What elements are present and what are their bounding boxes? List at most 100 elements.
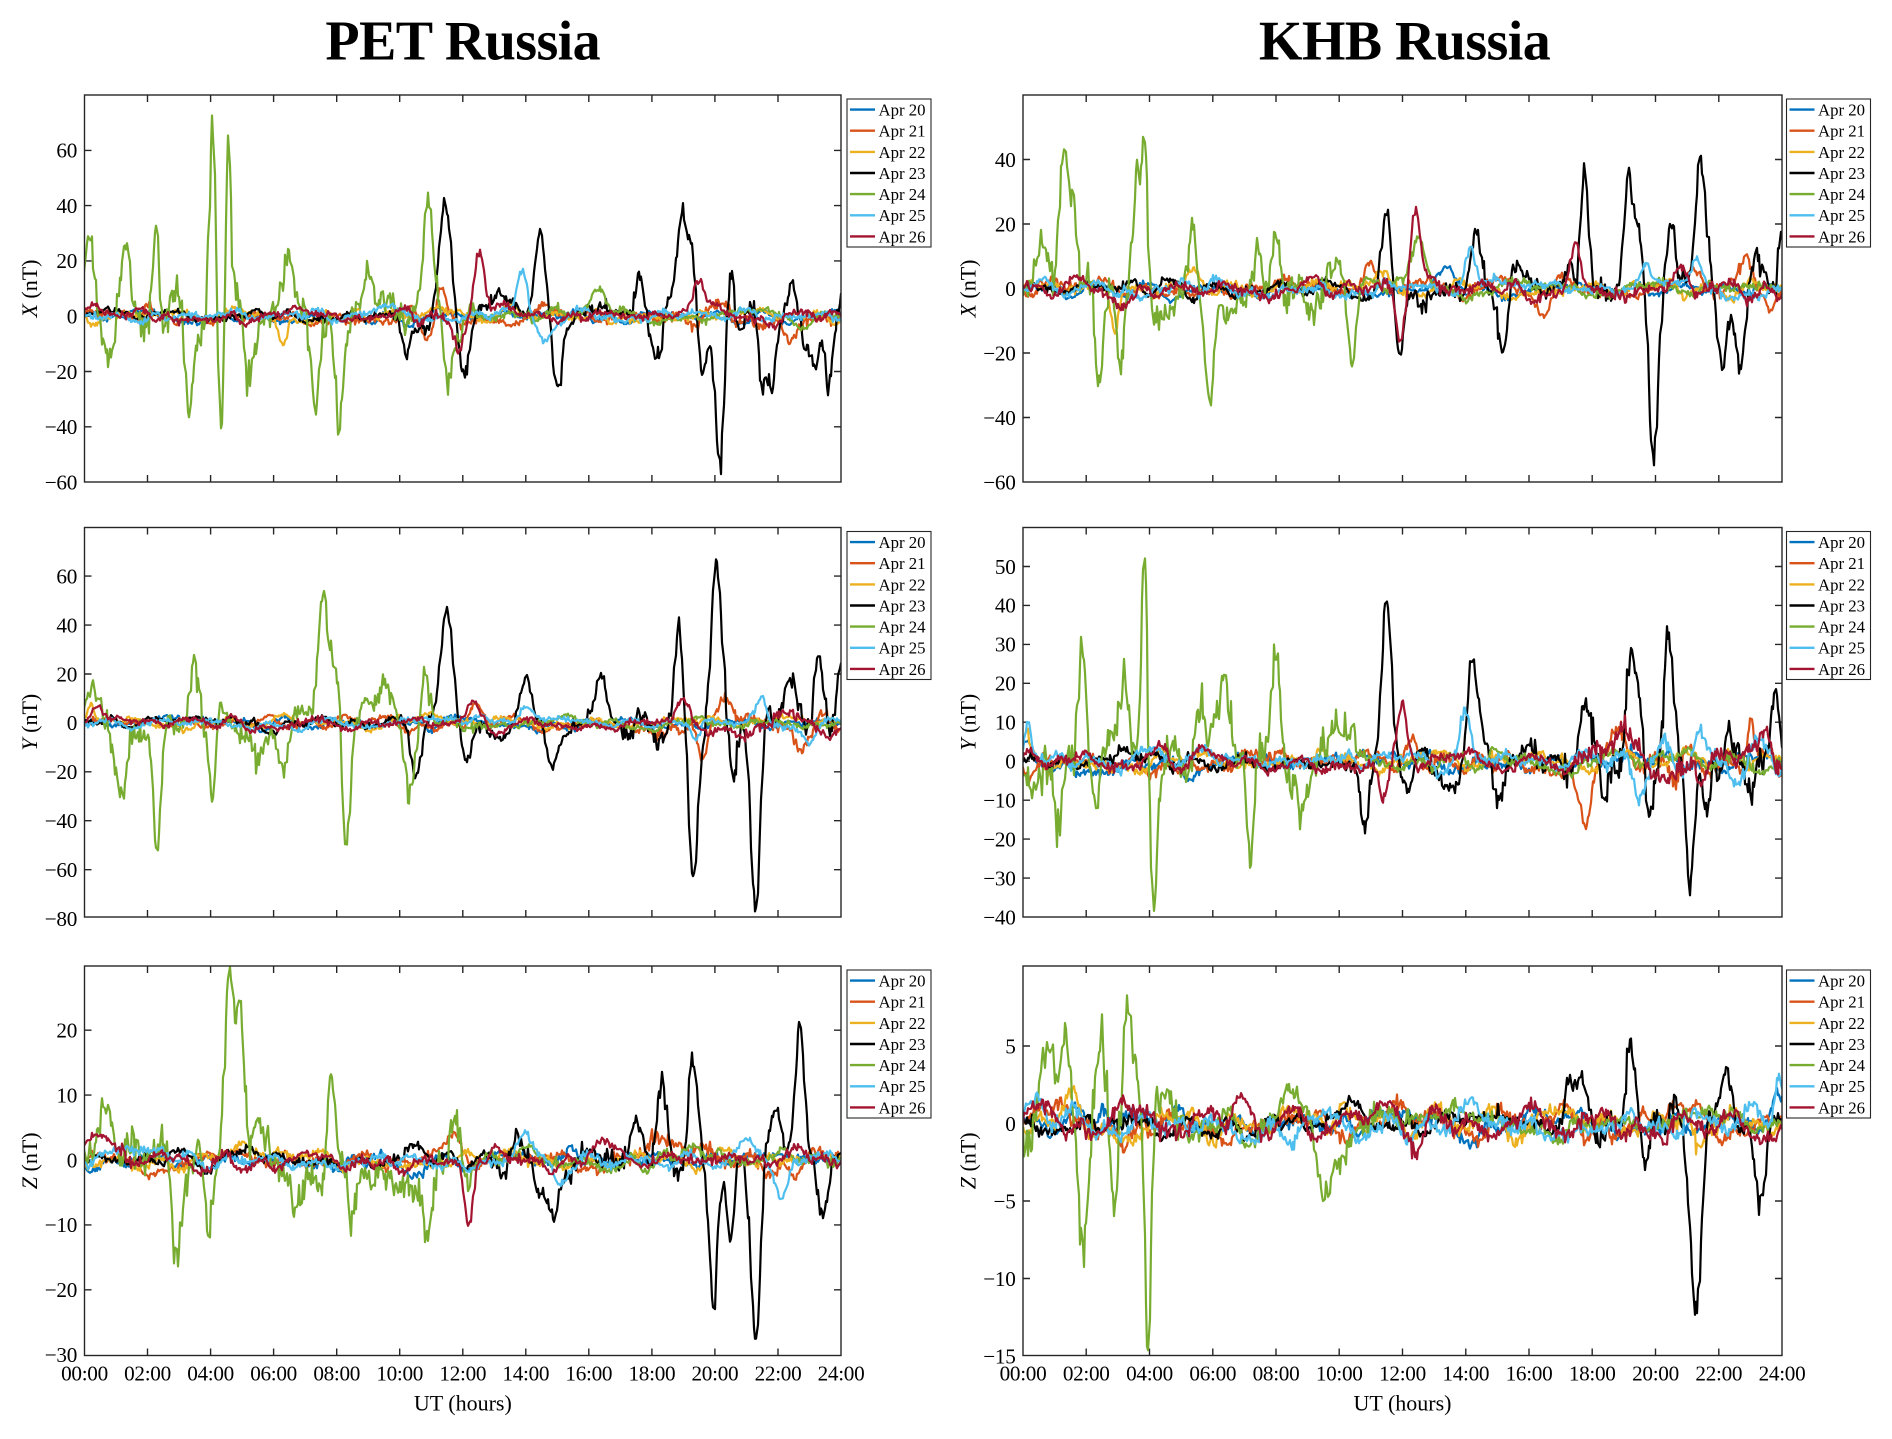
svg-text:40: 40 bbox=[995, 148, 1016, 172]
svg-text:Apr 21: Apr 21 bbox=[879, 122, 926, 141]
svg-text:KHB Russia: KHB Russia bbox=[1259, 11, 1551, 73]
svg-text:−40: −40 bbox=[45, 415, 77, 439]
svg-text:08:00: 08:00 bbox=[313, 1362, 360, 1386]
svg-text:0: 0 bbox=[67, 1148, 77, 1172]
svg-text:16:00: 16:00 bbox=[1506, 1362, 1553, 1386]
svg-text:Apr 23: Apr 23 bbox=[1818, 164, 1865, 183]
svg-text:Apr 22: Apr 22 bbox=[1818, 143, 1865, 162]
svg-text:Z (nT): Z (nT) bbox=[17, 1132, 42, 1189]
svg-text:04:00: 04:00 bbox=[187, 1362, 234, 1386]
svg-text:20: 20 bbox=[56, 1019, 77, 1043]
svg-text:40: 40 bbox=[995, 594, 1016, 618]
svg-text:−60: −60 bbox=[45, 470, 77, 494]
svg-text:Apr 26: Apr 26 bbox=[879, 1098, 926, 1117]
svg-text:−30: −30 bbox=[983, 866, 1015, 890]
svg-text:20: 20 bbox=[995, 212, 1016, 236]
svg-text:10: 10 bbox=[56, 1083, 77, 1107]
svg-text:02:00: 02:00 bbox=[124, 1362, 171, 1386]
svg-text:40: 40 bbox=[56, 613, 77, 637]
svg-text:Apr 24: Apr 24 bbox=[879, 618, 927, 637]
svg-text:22:00: 22:00 bbox=[755, 1362, 802, 1386]
svg-text:Apr 25: Apr 25 bbox=[879, 206, 926, 225]
svg-text:Apr 22: Apr 22 bbox=[879, 143, 926, 162]
svg-text:0: 0 bbox=[67, 305, 77, 329]
svg-text:UT (hours): UT (hours) bbox=[414, 1391, 512, 1416]
svg-text:5: 5 bbox=[1005, 1034, 1015, 1058]
svg-text:Apr 26: Apr 26 bbox=[879, 227, 926, 246]
svg-text:Apr 22: Apr 22 bbox=[879, 1014, 926, 1033]
svg-text:Apr 23: Apr 23 bbox=[879, 596, 926, 615]
svg-text:Apr 26: Apr 26 bbox=[1818, 660, 1865, 679]
svg-text:Apr 21: Apr 21 bbox=[879, 554, 926, 573]
svg-text:Apr 25: Apr 25 bbox=[1818, 206, 1865, 225]
svg-text:Apr 25: Apr 25 bbox=[1818, 1077, 1865, 1096]
svg-text:02:00: 02:00 bbox=[1063, 1362, 1110, 1386]
svg-text:Apr 20: Apr 20 bbox=[879, 972, 926, 991]
svg-text:Apr 26: Apr 26 bbox=[879, 660, 926, 679]
svg-text:Apr 20: Apr 20 bbox=[879, 533, 926, 552]
svg-text:30: 30 bbox=[995, 633, 1016, 657]
svg-text:X (nT): X (nT) bbox=[17, 259, 42, 318]
svg-text:Apr 21: Apr 21 bbox=[879, 993, 926, 1012]
svg-text:Apr 25: Apr 25 bbox=[879, 1077, 926, 1096]
svg-text:−5: −5 bbox=[994, 1189, 1016, 1213]
svg-text:Y (nT): Y (nT) bbox=[17, 694, 42, 751]
svg-text:Apr 21: Apr 21 bbox=[1818, 122, 1865, 141]
svg-text:−30: −30 bbox=[45, 1343, 77, 1367]
svg-text:Apr 24: Apr 24 bbox=[1818, 185, 1866, 204]
svg-text:Apr 20: Apr 20 bbox=[879, 101, 926, 120]
svg-text:14:00: 14:00 bbox=[1442, 1362, 1489, 1386]
svg-text:00:00: 00:00 bbox=[1000, 1362, 1047, 1386]
svg-text:50: 50 bbox=[995, 555, 1016, 579]
svg-text:−20: −20 bbox=[983, 827, 1015, 851]
svg-text:20:00: 20:00 bbox=[692, 1362, 739, 1386]
svg-text:Z (nT): Z (nT) bbox=[956, 1132, 981, 1189]
svg-text:12:00: 12:00 bbox=[439, 1362, 486, 1386]
svg-text:04:00: 04:00 bbox=[1126, 1362, 1173, 1386]
svg-text:Apr 24: Apr 24 bbox=[879, 185, 927, 204]
svg-text:Apr 20: Apr 20 bbox=[1818, 972, 1865, 991]
svg-text:22:00: 22:00 bbox=[1695, 1362, 1742, 1386]
svg-text:Apr 26: Apr 26 bbox=[1818, 227, 1865, 246]
svg-text:−20: −20 bbox=[45, 760, 77, 784]
svg-text:18:00: 18:00 bbox=[629, 1362, 676, 1386]
svg-text:−20: −20 bbox=[45, 1278, 77, 1302]
svg-text:Apr 26: Apr 26 bbox=[1818, 1098, 1865, 1117]
svg-text:20: 20 bbox=[56, 249, 77, 273]
svg-text:−60: −60 bbox=[45, 858, 77, 882]
svg-text:0: 0 bbox=[1005, 277, 1015, 301]
svg-text:−80: −80 bbox=[45, 907, 77, 931]
svg-text:12:00: 12:00 bbox=[1379, 1362, 1426, 1386]
svg-text:06:00: 06:00 bbox=[1189, 1362, 1236, 1386]
svg-text:Apr 21: Apr 21 bbox=[1818, 554, 1865, 573]
svg-text:Apr 23: Apr 23 bbox=[879, 1035, 926, 1054]
svg-text:Y (nT): Y (nT) bbox=[956, 694, 981, 751]
svg-text:−20: −20 bbox=[983, 341, 1015, 365]
svg-text:Apr 22: Apr 22 bbox=[1818, 575, 1865, 594]
svg-text:Apr 23: Apr 23 bbox=[879, 164, 926, 183]
svg-text:Apr 21: Apr 21 bbox=[1818, 993, 1865, 1012]
svg-text:Apr 22: Apr 22 bbox=[1818, 1014, 1865, 1033]
svg-text:10: 10 bbox=[995, 711, 1016, 735]
svg-text:−40: −40 bbox=[983, 905, 1015, 929]
svg-text:20:00: 20:00 bbox=[1632, 1362, 1679, 1386]
svg-text:Apr 24: Apr 24 bbox=[1818, 1056, 1866, 1075]
svg-text:Apr 25: Apr 25 bbox=[879, 639, 926, 658]
svg-text:0: 0 bbox=[1005, 1112, 1015, 1136]
svg-text:Apr 24: Apr 24 bbox=[1818, 618, 1866, 637]
svg-text:18:00: 18:00 bbox=[1569, 1362, 1616, 1386]
svg-text:24:00: 24:00 bbox=[818, 1362, 865, 1386]
svg-text:16:00: 16:00 bbox=[565, 1362, 612, 1386]
svg-text:0: 0 bbox=[67, 711, 77, 735]
svg-text:0: 0 bbox=[1005, 750, 1015, 774]
svg-text:PET Russia: PET Russia bbox=[325, 11, 600, 73]
svg-text:14:00: 14:00 bbox=[502, 1362, 549, 1386]
svg-text:−10: −10 bbox=[983, 789, 1015, 813]
svg-text:Apr 20: Apr 20 bbox=[1818, 533, 1865, 552]
svg-text:60: 60 bbox=[56, 564, 77, 588]
svg-text:Apr 25: Apr 25 bbox=[1818, 639, 1865, 658]
svg-text:08:00: 08:00 bbox=[1253, 1362, 1300, 1386]
svg-text:−10: −10 bbox=[45, 1213, 77, 1237]
svg-text:Apr 24: Apr 24 bbox=[879, 1056, 927, 1075]
svg-text:UT (hours): UT (hours) bbox=[1354, 1391, 1452, 1416]
